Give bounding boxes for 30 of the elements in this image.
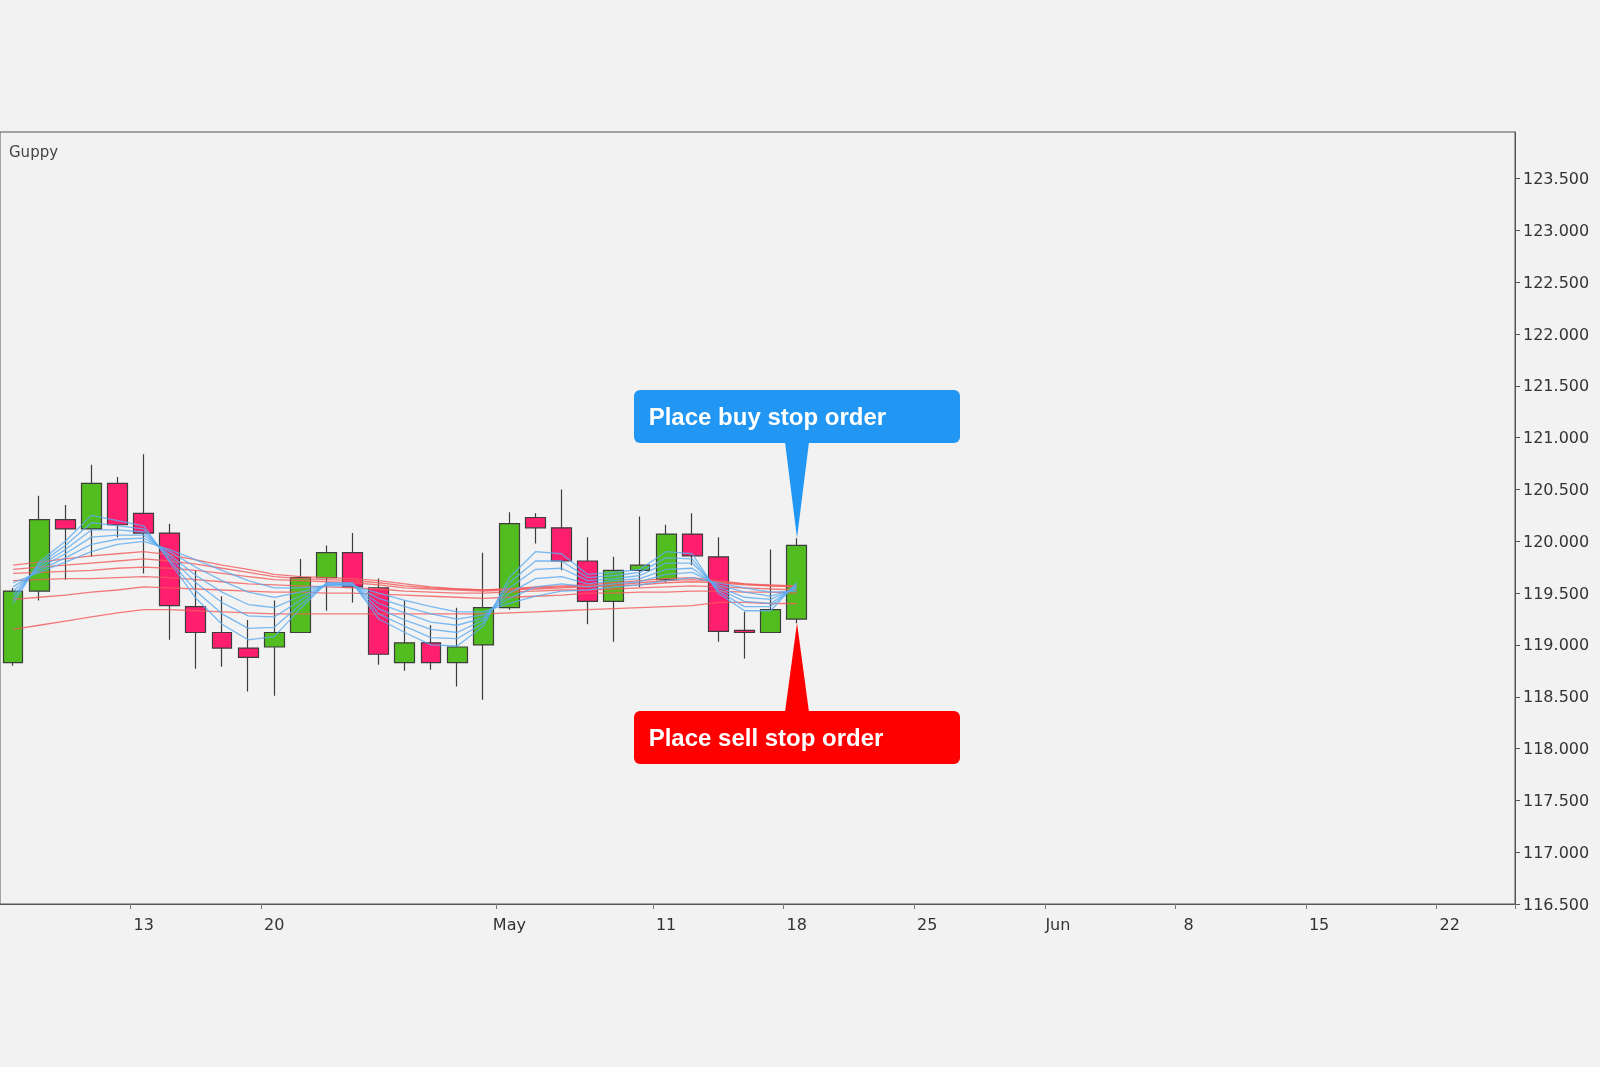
annotation: Place buy stop order: [633, 390, 960, 444]
y-tick-label: 122.500: [1523, 272, 1590, 292]
x-tick-label: 22: [1439, 914, 1460, 934]
callout: Place buy stop order: [633, 390, 960, 539]
y-tick-label: 120.000: [1523, 531, 1590, 551]
y-tick-label: 121.500: [1523, 376, 1590, 396]
annotation: Place sell stop order: [633, 711, 960, 765]
y-tick-label: 118.000: [1523, 739, 1590, 759]
x-tick-label: 20: [264, 914, 285, 934]
x-tick-label: 18: [786, 914, 807, 934]
x-tick-label: 15: [1308, 914, 1330, 934]
y-tick-label: 118.500: [1523, 687, 1590, 707]
y-tick-label: 123.500: [1523, 169, 1590, 189]
y-tick-label: 116.500: [1523, 894, 1590, 914]
x-tick-label: 8: [1183, 914, 1194, 934]
y-tick-label: 123.000: [1523, 220, 1590, 240]
x-tick-label: May: [492, 914, 526, 934]
y-tick-label: 121.000: [1523, 428, 1590, 448]
y-tick-label: 120.500: [1523, 480, 1590, 499]
annotation: Guppy: [9, 142, 59, 161]
callout: Place sell stop order: [633, 623, 960, 765]
y-tick-label: 117.500: [1523, 790, 1590, 810]
x-tick-label: 13: [133, 914, 154, 934]
y-tick-label: 119.000: [1523, 635, 1590, 655]
x-tick-label: 11: [655, 914, 677, 934]
x-tick-label: Jun: [1044, 914, 1071, 934]
y-tick-label: 122.000: [1523, 324, 1590, 344]
x-tick-label: 25: [917, 914, 938, 934]
y-tick-label: 117.000: [1523, 842, 1590, 862]
y-tick-label: 119.500: [1523, 583, 1590, 603]
